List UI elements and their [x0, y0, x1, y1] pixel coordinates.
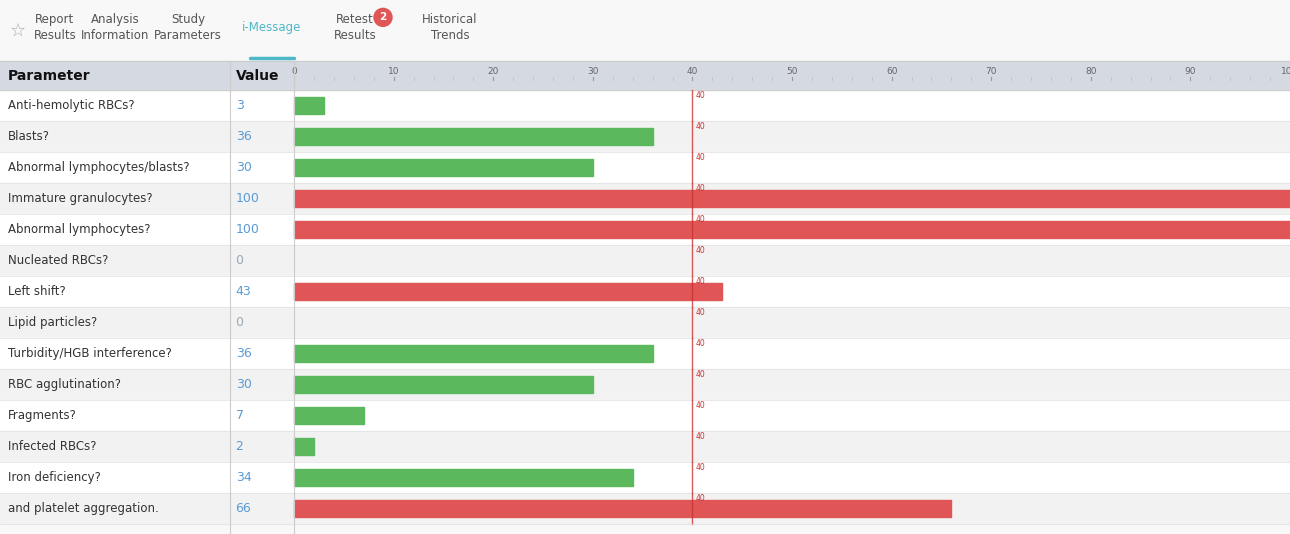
Text: 3: 3: [236, 99, 244, 112]
Text: RBC agglutination?: RBC agglutination?: [8, 378, 121, 391]
Text: 40: 40: [695, 122, 706, 131]
Text: 0: 0: [236, 316, 244, 329]
Bar: [294, 97, 324, 114]
Text: 40: 40: [695, 277, 706, 286]
Text: 40: 40: [695, 339, 706, 348]
Text: 0: 0: [292, 67, 297, 76]
Text: 40: 40: [695, 308, 706, 317]
Bar: [0, 90, 1290, 121]
Text: 40: 40: [695, 91, 706, 100]
Text: 34: 34: [236, 471, 252, 484]
Bar: [0, 214, 1290, 245]
Bar: [0, 183, 1290, 214]
Text: 40: 40: [695, 246, 706, 255]
Text: Left shift?: Left shift?: [8, 285, 66, 298]
Text: 100: 100: [236, 192, 259, 205]
Text: Retest
Results: Retest Results: [334, 13, 377, 42]
Bar: [294, 222, 1290, 238]
Text: Immature granulocytes?: Immature granulocytes?: [8, 192, 152, 205]
Bar: [294, 407, 364, 423]
Text: Infected RBCs?: Infected RBCs?: [8, 440, 97, 453]
Bar: [294, 345, 653, 362]
Text: 50: 50: [787, 67, 797, 76]
Text: 7: 7: [236, 409, 244, 422]
Text: Lipid particles?: Lipid particles?: [8, 316, 97, 329]
Text: 40: 40: [695, 401, 706, 410]
Text: Abnormal lymphocytes?: Abnormal lymphocytes?: [8, 223, 151, 236]
Bar: [0, 62, 1290, 90]
Text: 10: 10: [388, 67, 400, 76]
Text: 30: 30: [587, 67, 599, 76]
Text: i-Message: i-Message: [243, 21, 302, 34]
Text: 60: 60: [886, 67, 898, 76]
Text: Report
Results: Report Results: [34, 13, 76, 42]
Text: 40: 40: [695, 494, 706, 503]
Text: 40: 40: [695, 153, 706, 162]
Text: Value: Value: [236, 69, 279, 83]
Text: Study
Parameters: Study Parameters: [154, 13, 222, 42]
Text: 90: 90: [1184, 67, 1196, 76]
Bar: [0, 431, 1290, 462]
Bar: [0, 307, 1290, 338]
Text: 36: 36: [236, 130, 252, 143]
Text: 2: 2: [379, 12, 387, 22]
Bar: [0, 338, 1290, 369]
Text: 40: 40: [686, 67, 698, 76]
Text: 43: 43: [236, 285, 252, 298]
Text: 30: 30: [236, 378, 252, 391]
Text: 0: 0: [236, 254, 244, 267]
Text: Iron deficiency?: Iron deficiency?: [8, 471, 101, 484]
Bar: [0, 245, 1290, 276]
Text: 70: 70: [986, 67, 997, 76]
Text: 80: 80: [1085, 67, 1096, 76]
Bar: [294, 469, 632, 485]
Text: 40: 40: [695, 432, 706, 441]
Text: 36: 36: [236, 347, 252, 360]
Text: Analysis
Information: Analysis Information: [81, 13, 150, 42]
Text: Anti-hemolytic RBCs?: Anti-hemolytic RBCs?: [8, 99, 134, 112]
Text: Turbidity/HGB interference?: Turbidity/HGB interference?: [8, 347, 172, 360]
Text: Abnormal lymphocytes/blasts?: Abnormal lymphocytes/blasts?: [8, 161, 190, 174]
Text: Fragments?: Fragments?: [8, 409, 77, 422]
Bar: [294, 438, 313, 454]
Bar: [0, 400, 1290, 431]
Text: Blasts?: Blasts?: [8, 130, 50, 143]
Bar: [294, 191, 1290, 207]
Bar: [294, 284, 722, 300]
Text: 20: 20: [488, 67, 499, 76]
Bar: [294, 160, 593, 176]
Bar: [294, 376, 593, 392]
Bar: [0, 493, 1290, 524]
Text: 30: 30: [236, 161, 252, 174]
Text: 66: 66: [236, 502, 252, 515]
Bar: [294, 129, 653, 145]
Text: 40: 40: [695, 184, 706, 193]
Text: 100: 100: [236, 223, 259, 236]
Bar: [0, 462, 1290, 493]
Bar: [0, 121, 1290, 152]
Text: and platelet aggregation.: and platelet aggregation.: [8, 502, 159, 515]
Text: 40: 40: [695, 370, 706, 379]
Text: 100: 100: [1281, 67, 1290, 76]
Text: Parameter: Parameter: [8, 69, 90, 83]
Text: 2: 2: [236, 440, 244, 453]
Bar: [0, 152, 1290, 183]
Circle shape: [374, 9, 392, 26]
Bar: [0, 276, 1290, 307]
Bar: [294, 500, 952, 516]
Text: ☆: ☆: [10, 22, 26, 40]
Text: 40: 40: [695, 463, 706, 472]
Text: Historical
Trends: Historical Trends: [422, 13, 477, 42]
Bar: [0, 369, 1290, 400]
Text: 40: 40: [695, 215, 706, 224]
Text: Nucleated RBCs?: Nucleated RBCs?: [8, 254, 108, 267]
